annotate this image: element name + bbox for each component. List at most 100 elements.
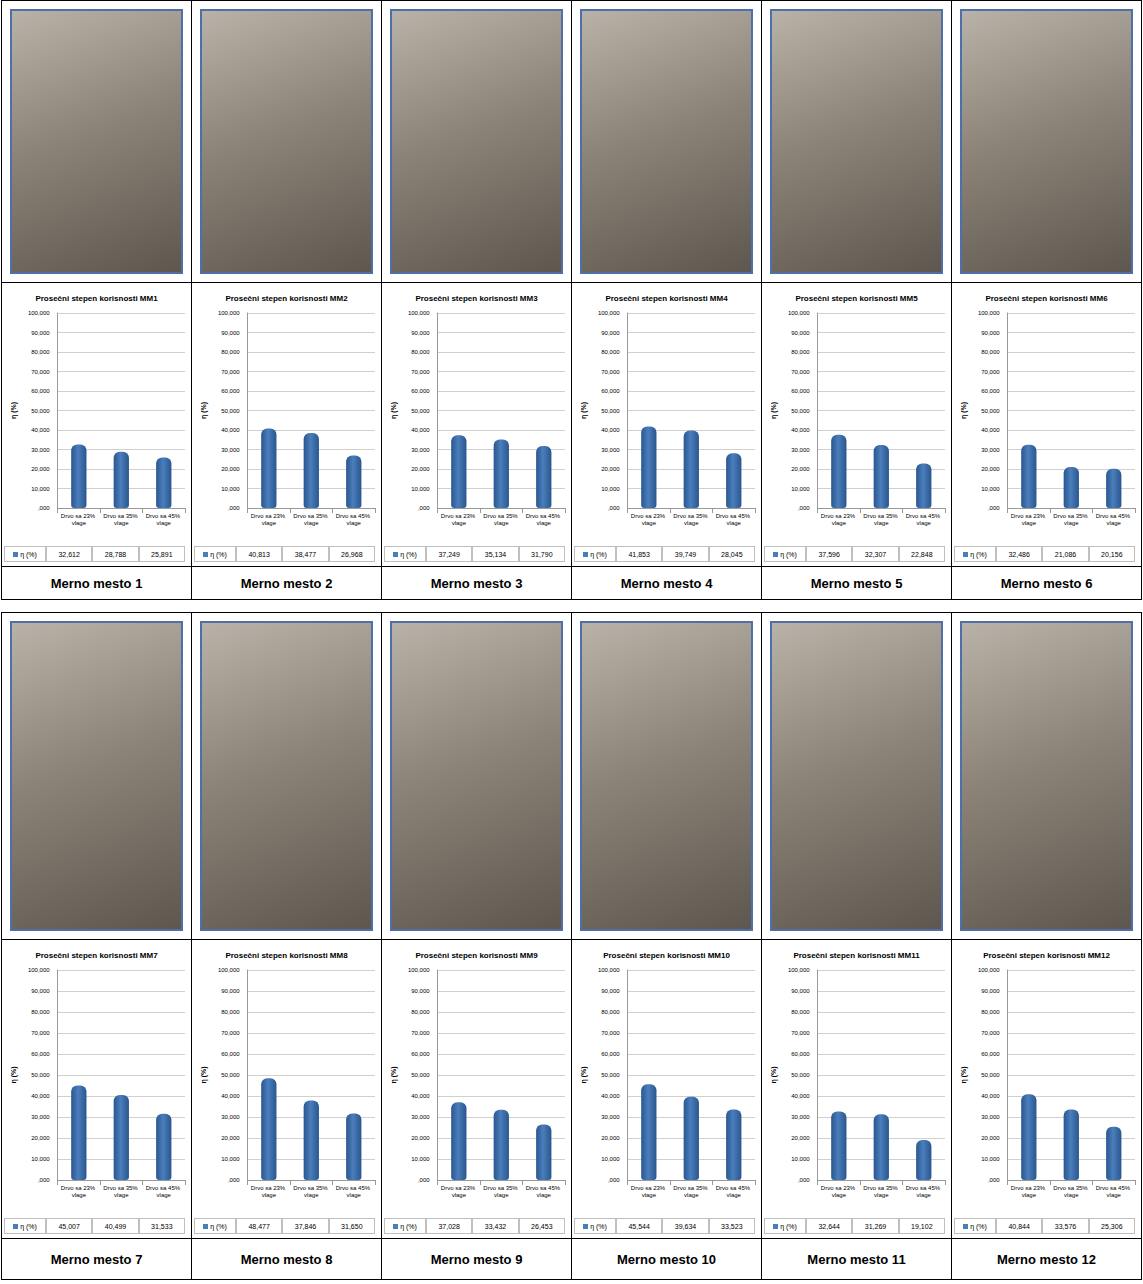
- svg-text:Drvo sa 23%: Drvo sa 23%: [251, 1185, 287, 1191]
- svg-text:90,000: 90,000: [601, 330, 620, 336]
- svg-text:,000: ,000: [798, 1177, 810, 1183]
- svg-text:vlage: vlage: [494, 520, 509, 526]
- svg-text:10,000: 10,000: [31, 486, 50, 492]
- svg-text:60,000: 60,000: [601, 388, 620, 394]
- svg-text:40,000: 40,000: [791, 427, 810, 433]
- svg-text:90,000: 90,000: [601, 988, 620, 994]
- svg-text:60,000: 60,000: [221, 1051, 240, 1057]
- svg-text:10,000: 10,000: [31, 1156, 50, 1162]
- svg-text:Drvo sa 45%: Drvo sa 45%: [906, 1185, 942, 1191]
- svg-text:70,000: 70,000: [981, 369, 1000, 375]
- svg-text:Prosečni stepen korisnosti MM1: Prosečni stepen korisnosti MM11: [793, 951, 920, 960]
- svg-text:η (%): η (%): [580, 402, 588, 419]
- svg-text:Drvo sa 23%: Drvo sa 23%: [1011, 1185, 1047, 1191]
- svg-text:vlage: vlage: [1022, 520, 1037, 526]
- svg-text:Drvo sa 45%: Drvo sa 45%: [1096, 513, 1132, 519]
- svg-text:vlage: vlage: [157, 1192, 172, 1198]
- svg-text:70,000: 70,000: [791, 1030, 810, 1036]
- svg-text:100,000: 100,000: [28, 310, 50, 316]
- svg-text:70,000: 70,000: [221, 369, 240, 375]
- svg-text:,000: ,000: [418, 1177, 430, 1183]
- svg-text:η (%): η (%): [960, 402, 968, 419]
- svg-text:90,000: 90,000: [981, 988, 1000, 994]
- svg-text:,000: ,000: [798, 505, 810, 511]
- svg-text:50,000: 50,000: [411, 1072, 430, 1078]
- svg-text:vlage: vlage: [1064, 520, 1079, 526]
- svg-text:Prosečni stepen korisnosti MM4: Prosečni stepen korisnosti MM4: [605, 294, 728, 303]
- svg-text:Prosečni stepen korisnosti MM7: Prosečni stepen korisnosti MM7: [35, 951, 158, 960]
- svg-text:Prosečni stepen korisnosti MM1: Prosečni stepen korisnosti MM12: [983, 951, 1110, 960]
- svg-text:vlage: vlage: [684, 1192, 699, 1198]
- svg-text:30,000: 30,000: [411, 447, 430, 453]
- svg-text:vlage: vlage: [494, 1192, 509, 1198]
- svg-text:40,000: 40,000: [31, 1093, 50, 1099]
- svg-text:40,000: 40,000: [31, 427, 50, 433]
- svg-text:,000: ,000: [988, 1177, 1000, 1183]
- svg-text:vlage: vlage: [642, 520, 657, 526]
- svg-text:90,000: 90,000: [411, 988, 430, 994]
- svg-text:60,000: 60,000: [411, 388, 430, 394]
- svg-text:vlage: vlage: [114, 520, 129, 526]
- svg-text:100,000: 100,000: [788, 967, 810, 973]
- svg-text:Drvo sa 35%: Drvo sa 35%: [863, 1185, 899, 1191]
- svg-text:100,000: 100,000: [788, 310, 810, 316]
- svg-text:60,000: 60,000: [31, 388, 50, 394]
- svg-text:80,000: 80,000: [791, 349, 810, 355]
- svg-text:vlage: vlage: [537, 520, 552, 526]
- svg-text:Drvo sa 45%: Drvo sa 45%: [526, 1185, 562, 1191]
- svg-text:50,000: 50,000: [31, 1072, 50, 1078]
- svg-text:Drvo sa 35%: Drvo sa 35%: [103, 1185, 139, 1191]
- svg-text:Drvo sa 35%: Drvo sa 35%: [103, 513, 139, 519]
- svg-text:50,000: 50,000: [981, 408, 1000, 414]
- svg-text:Drvo sa 45%: Drvo sa 45%: [336, 513, 372, 519]
- svg-text:30,000: 30,000: [221, 447, 240, 453]
- svg-text:η (%): η (%): [390, 1066, 398, 1083]
- svg-text:,000: ,000: [608, 1177, 620, 1183]
- svg-text:50,000: 50,000: [791, 408, 810, 414]
- svg-text:20,000: 20,000: [221, 466, 240, 472]
- svg-text:Drvo sa 45%: Drvo sa 45%: [146, 513, 182, 519]
- svg-text:30,000: 30,000: [791, 447, 810, 453]
- svg-text:vlage: vlage: [832, 520, 847, 526]
- svg-text:100,000: 100,000: [408, 310, 430, 316]
- svg-text:η (%): η (%): [390, 402, 398, 419]
- svg-text:30,000: 30,000: [981, 1114, 1000, 1120]
- svg-text:40,000: 40,000: [791, 1093, 810, 1099]
- svg-text:60,000: 60,000: [981, 388, 1000, 394]
- svg-text:40,000: 40,000: [601, 427, 620, 433]
- svg-text:40,000: 40,000: [411, 427, 430, 433]
- svg-text:Drvo sa 23%: Drvo sa 23%: [61, 1185, 97, 1191]
- svg-text:50,000: 50,000: [31, 408, 50, 414]
- svg-text:90,000: 90,000: [411, 330, 430, 336]
- svg-text:10,000: 10,000: [221, 1156, 240, 1162]
- svg-text:60,000: 60,000: [791, 388, 810, 394]
- svg-text:,000: ,000: [988, 505, 1000, 511]
- svg-text:50,000: 50,000: [601, 408, 620, 414]
- svg-text:Drvo sa 45%: Drvo sa 45%: [716, 513, 752, 519]
- svg-text:30,000: 30,000: [981, 447, 1000, 453]
- svg-text:vlage: vlage: [917, 520, 932, 526]
- svg-text:vlage: vlage: [452, 1192, 467, 1198]
- svg-text:50,000: 50,000: [411, 408, 430, 414]
- svg-text:20,000: 20,000: [601, 1135, 620, 1141]
- svg-text:60,000: 60,000: [981, 1051, 1000, 1057]
- svg-text:80,000: 80,000: [221, 1009, 240, 1015]
- svg-text:80,000: 80,000: [31, 349, 50, 355]
- svg-text:100,000: 100,000: [28, 967, 50, 973]
- svg-text:η (%): η (%): [10, 402, 18, 419]
- svg-text:10,000: 10,000: [981, 486, 1000, 492]
- svg-text:10,000: 10,000: [411, 1156, 430, 1162]
- svg-text:90,000: 90,000: [221, 988, 240, 994]
- svg-text:90,000: 90,000: [791, 330, 810, 336]
- svg-text:Drvo sa 45%: Drvo sa 45%: [716, 1185, 752, 1191]
- svg-text:80,000: 80,000: [981, 349, 1000, 355]
- svg-text:30,000: 30,000: [31, 447, 50, 453]
- svg-text:100,000: 100,000: [978, 310, 1000, 316]
- svg-text:,000: ,000: [418, 505, 430, 511]
- svg-text:Drvo sa 45%: Drvo sa 45%: [146, 1185, 182, 1191]
- svg-text:20,000: 20,000: [981, 466, 1000, 472]
- svg-text:Prosečni stepen korisnosti MM8: Prosečni stepen korisnosti MM8: [225, 951, 348, 960]
- svg-text:40,000: 40,000: [221, 1093, 240, 1099]
- svg-text:30,000: 30,000: [791, 1114, 810, 1120]
- svg-text:vlage: vlage: [684, 520, 699, 526]
